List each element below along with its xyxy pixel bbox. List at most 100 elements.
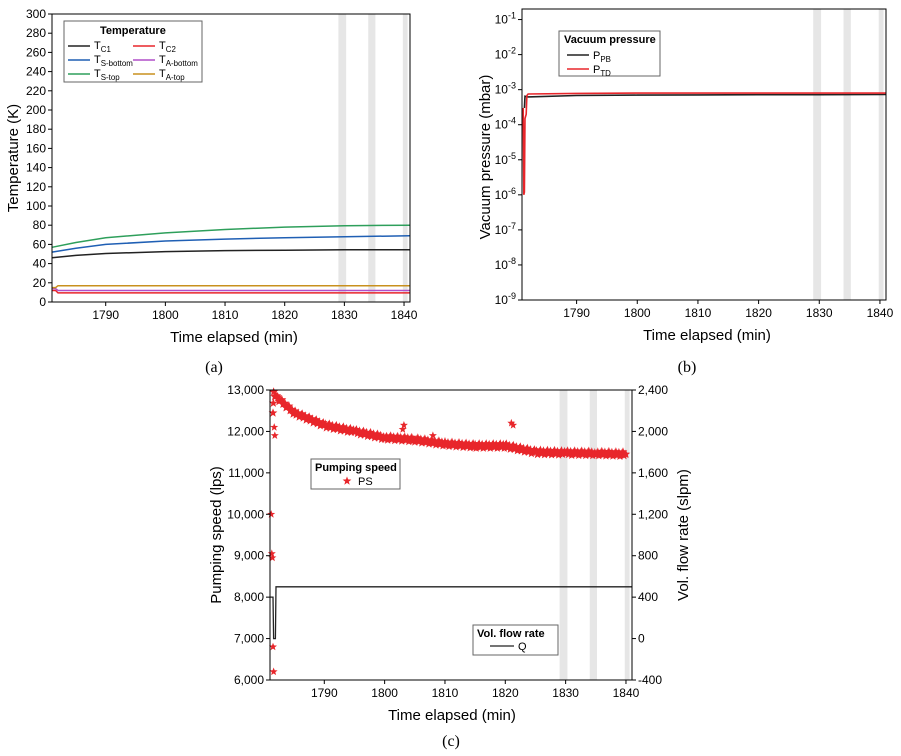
legend-vol-flow-rate: Vol. flow rate Q [472,624,559,656]
series-line-q [270,586,632,640]
y-tick-label: 280 [26,26,46,40]
legend-entries: PS [342,476,373,488]
shaded-band [368,14,376,302]
y-tick-label: 10-2 [495,46,516,62]
x-tick-label: 1840 [867,306,894,320]
data-point-ps [339,422,348,431]
y-tick-label: 10-1 [495,11,516,27]
y-tick-label: 160 [26,141,46,155]
legend-box [63,20,203,83]
x-tick-label: 1800 [152,308,179,322]
data-point-ps [434,436,444,445]
x-tick-label: 1810 [685,306,712,320]
caption: (a) [205,359,223,376]
legend-entries: TC1 TC2 TS-bottom TA-bottom TS-top TA-top [68,40,198,82]
data-point-ps-outlier [269,642,277,651]
legend-label: PS [358,476,373,488]
data-point-ps [416,434,426,443]
y-tick-label: 10-5 [495,151,516,167]
data-point-ps-outlier [399,421,408,429]
series-lines [522,92,887,195]
data-point-ps [320,419,330,428]
legend-label: TA-bottom [159,54,198,68]
y-tick-label: 260 [26,45,46,59]
x-tick-label: 1830 [331,308,358,322]
series-line-s-top [51,224,411,249]
y-axis-label-left: Pumping speed (lps) [208,466,225,604]
data-point-ps [318,418,328,427]
data-point-ps [501,439,511,448]
x-tick-label: 1810 [432,686,459,700]
data-point-ps [526,445,535,454]
y-tick-label: 10-6 [495,186,516,202]
y-tick-label: 100 [26,199,46,213]
y-ticks: 0 20 40 60 80 100 120 140 160 180 200 220 240 260 280 3… [26,7,52,309]
x-ticks: 1790 1800 1810 1820 1830 1840 [563,300,894,320]
y-tick-label: 200 [26,103,46,117]
y-tick-label: 10-9 [495,291,516,307]
data-point-ps [269,387,278,396]
data-point-ps-outlier [509,421,518,429]
x-tick-label: 1800 [624,306,651,320]
data-point-ps [369,429,378,438]
y-tick-label: 180 [26,122,46,136]
data-point-ps [618,447,628,456]
y-tick-label: 0 [638,632,645,646]
y-tick-label: 8,000 [234,590,264,604]
shaded-band [559,390,568,680]
data-point-ps [376,430,385,439]
x-tick-label: 1840 [613,686,640,700]
y-tick-label: 1,200 [638,507,668,521]
data-point-ps [509,440,518,450]
y-tick-label: 9,000 [234,549,264,563]
scatter-points [267,387,631,676]
data-point-ps [346,423,355,433]
data-point-ps [504,440,514,449]
x-tick-label: 1790 [92,308,119,322]
data-point-ps [277,395,287,404]
data-point-ps [407,432,417,441]
data-point-ps [362,427,371,437]
shaded-band [878,9,884,300]
y-tick-label: 80 [33,218,47,232]
y-tick-label: 10-4 [495,116,516,132]
data-point-ps-outlier [267,510,276,518]
y-tick-label: 400 [638,590,658,604]
y-tick-label: 2,000 [638,424,668,438]
y-tick-label: 140 [26,161,46,175]
y-tick-label: 11,000 [228,466,264,480]
x-tick-label: 1830 [552,686,579,700]
y-tick-label: 6,000 [234,673,264,687]
data-point-ps [355,426,364,435]
y-tick-label: 40 [33,257,47,271]
y-tick-label: 20 [33,276,47,290]
legend-entries: Q [490,641,527,653]
data-point-ps [430,436,440,445]
data-point-ps [311,415,321,424]
y-tick-label: 800 [638,549,658,563]
shaded-band [624,390,630,680]
y-tick-label: 60 [33,237,47,251]
data-point-ps [268,398,278,407]
x-ticks: 1790 1800 1810 1820 1830 1840 [311,680,640,700]
data-point-ps [423,435,433,444]
data-point-ps [297,409,307,418]
data-point-ps-outlier [428,431,437,439]
y-tick-label: 10-7 [495,221,516,237]
legend-title: Temperature [100,25,166,37]
data-point-ps [413,433,423,442]
legend-label: PPB [593,50,611,64]
shaded-intervals [813,9,884,300]
series-line-s-bottom [51,235,411,253]
y-tick-label: 120 [26,180,46,194]
legend-label: TS-top [94,68,120,82]
y-tick-label: 7,000 [234,632,264,646]
data-point-ps [328,420,337,430]
shaded-band [402,14,408,302]
series-line-a-bottom [52,287,410,292]
data-point-ps-outlier [268,553,277,562]
x-tick-label: 1800 [371,686,398,700]
shaded-band [338,14,347,302]
data-point-ps [284,401,294,410]
